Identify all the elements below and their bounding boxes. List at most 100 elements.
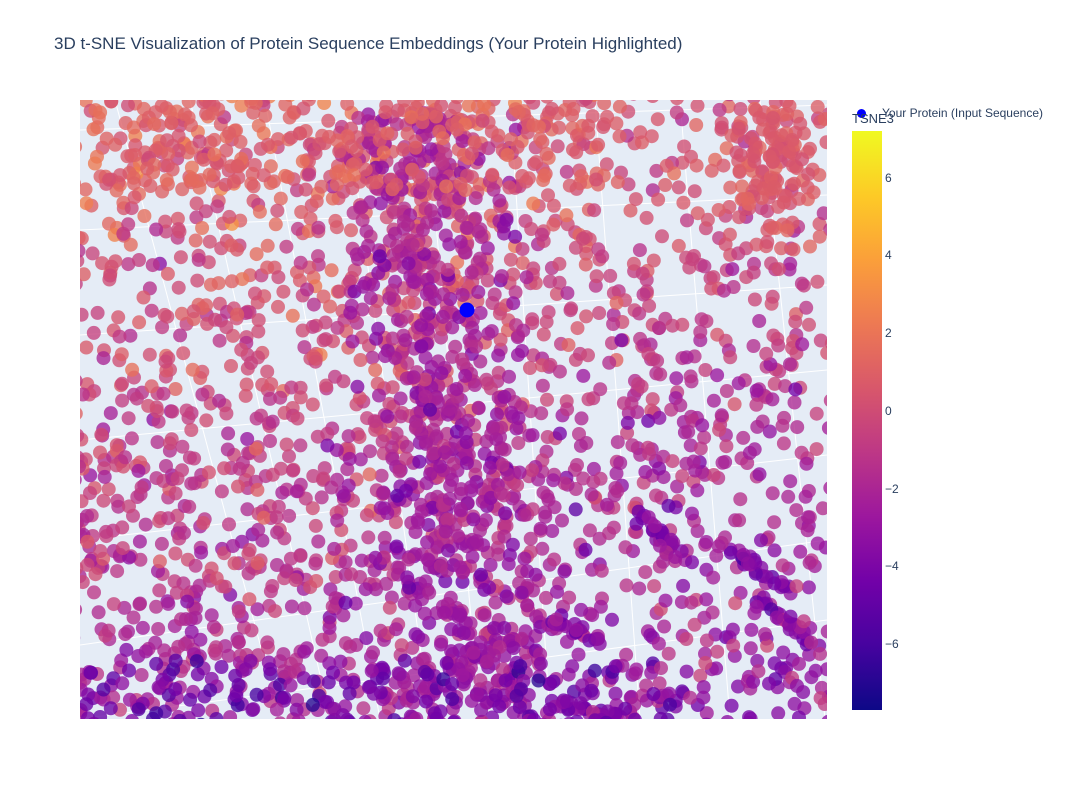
data-point	[373, 623, 388, 638]
data-point	[95, 256, 110, 271]
data-point	[241, 566, 256, 581]
data-point	[817, 112, 827, 126]
data-point	[780, 223, 795, 238]
data-point	[91, 605, 106, 620]
data-point	[537, 168, 552, 183]
data-point	[274, 461, 288, 476]
data-point	[443, 590, 458, 605]
data-point	[227, 556, 242, 571]
data-point	[823, 394, 827, 407]
data-point	[560, 402, 575, 417]
data-point	[762, 424, 777, 439]
data-point	[664, 532, 679, 547]
data-point	[589, 269, 604, 284]
data-point	[283, 551, 298, 566]
data-point	[612, 100, 627, 114]
data-point	[512, 700, 527, 714]
data-point	[754, 533, 768, 548]
data-point	[341, 478, 356, 493]
data-point	[789, 579, 804, 594]
data-point	[474, 230, 489, 245]
legend-entry-your-protein[interactable]: Your Protein (Input Sequence)	[882, 106, 1043, 120]
data-point	[506, 641, 521, 655]
data-point	[538, 509, 553, 524]
data-point	[653, 367, 668, 382]
data-point	[722, 227, 737, 242]
data-point	[121, 411, 136, 426]
data-point	[414, 318, 429, 333]
your-protein-point[interactable]	[459, 302, 475, 318]
data-point	[322, 620, 337, 635]
data-point	[206, 620, 221, 634]
data-point	[525, 312, 540, 327]
data-point	[376, 485, 391, 500]
data-point	[127, 190, 142, 205]
colorbar-tick-label: −6	[885, 636, 899, 651]
data-point	[657, 619, 672, 634]
data-point	[479, 372, 494, 387]
data-point	[336, 489, 351, 503]
data-point	[771, 262, 786, 277]
data-point	[471, 285, 486, 300]
data-point	[826, 118, 827, 125]
data-point	[164, 116, 179, 131]
data-point	[685, 555, 699, 570]
data-point	[376, 145, 391, 160]
data-point	[610, 435, 625, 450]
colorbar-tick-label: 0	[885, 403, 892, 418]
3d-scene[interactable]	[80, 100, 827, 719]
data-point	[393, 161, 408, 176]
data-point	[746, 265, 761, 280]
data-point	[133, 596, 147, 611]
data-point	[764, 131, 779, 146]
data-point	[339, 675, 353, 690]
data-point	[140, 161, 155, 176]
legend[interactable]: Your Protein (Input Sequence)	[856, 106, 1043, 120]
data-point	[658, 178, 673, 192]
data-point	[411, 629, 426, 644]
data-point	[401, 552, 416, 567]
data-point	[273, 191, 288, 206]
data-point	[158, 214, 173, 229]
data-point	[231, 479, 245, 494]
data-point	[123, 328, 138, 343]
data-point	[365, 175, 379, 190]
data-point	[528, 567, 543, 582]
data-point	[484, 324, 499, 339]
data-point	[414, 504, 429, 519]
data-point	[647, 579, 662, 594]
scatter-plot-area[interactable]	[80, 100, 827, 719]
data-point	[785, 133, 800, 147]
data-point	[249, 411, 264, 426]
data-point	[162, 436, 177, 451]
data-point	[356, 279, 371, 294]
data-point	[417, 664, 432, 679]
data-point	[732, 210, 747, 225]
data-point	[654, 661, 668, 676]
data-point	[534, 406, 549, 421]
data-point	[552, 256, 567, 271]
data-point	[665, 318, 680, 333]
data-point	[379, 100, 394, 113]
data-point	[414, 339, 429, 354]
data-point	[126, 610, 141, 625]
data-point	[502, 369, 516, 384]
data-point	[800, 523, 815, 538]
data-point	[104, 100, 119, 109]
data-point	[645, 392, 660, 407]
data-point	[165, 404, 180, 419]
data-point	[415, 106, 430, 121]
data-point	[359, 508, 374, 523]
data-point	[193, 632, 208, 647]
data-point	[269, 702, 284, 717]
data-point	[144, 379, 159, 394]
data-point	[149, 706, 164, 719]
data-point	[765, 486, 780, 501]
data-point	[294, 205, 309, 219]
data-point	[177, 107, 192, 122]
data-point	[316, 471, 331, 486]
data-point	[429, 429, 444, 444]
data-point	[190, 667, 205, 682]
data-point	[608, 659, 623, 674]
data-point	[240, 432, 255, 446]
